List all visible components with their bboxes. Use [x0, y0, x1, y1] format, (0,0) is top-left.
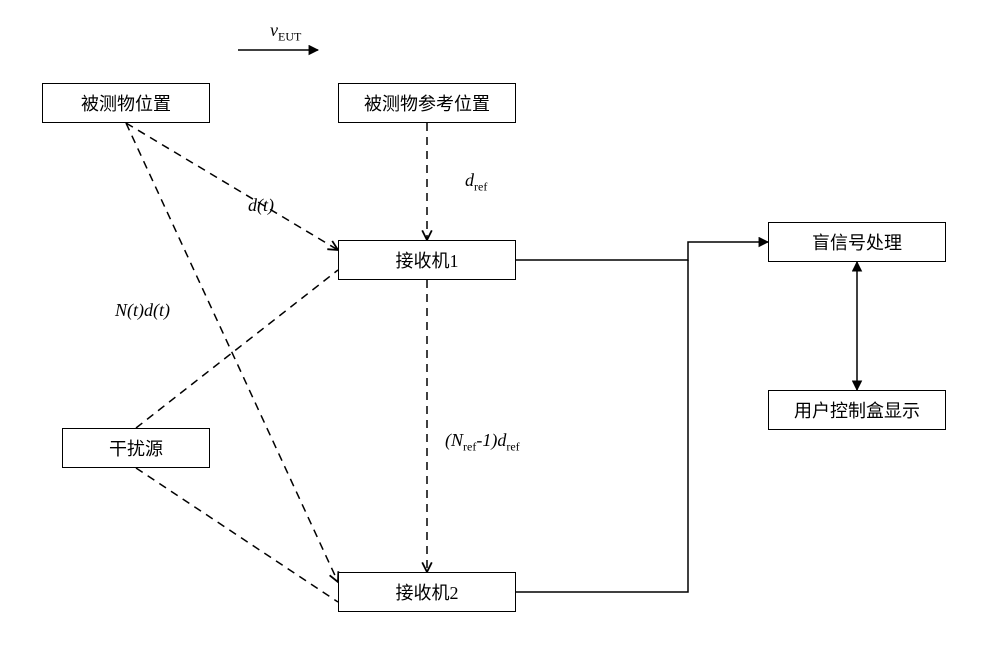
dashed-edge-4 — [136, 468, 338, 602]
node-label: 接收机2 — [396, 579, 459, 605]
edge-label-Nref_d: (Nref-1)dref — [445, 430, 520, 455]
solid-edge-0 — [516, 242, 768, 260]
node-label: 被测物位置 — [81, 90, 171, 116]
node-user_ctrl: 用户控制盒显示 — [768, 390, 946, 430]
node-label: 被测物参考位置 — [364, 90, 490, 116]
node-blind: 盲信号处理 — [768, 222, 946, 262]
edge-label-Nt_dt: N(t)d(t) — [115, 300, 170, 321]
node-eut_pos: 被测物位置 — [42, 83, 210, 123]
node-label: 干扰源 — [109, 435, 163, 461]
node-label: 盲信号处理 — [812, 229, 902, 255]
node-interference: 干扰源 — [62, 428, 210, 468]
dashed-edge-1 — [126, 123, 338, 582]
solid-edge-1 — [516, 260, 688, 592]
edge-label-d_ref: dref — [465, 170, 487, 195]
node-receiver2: 接收机2 — [338, 572, 516, 612]
node-label: 接收机1 — [396, 247, 459, 273]
dashed-edge-0 — [126, 123, 338, 250]
dashed-edge-3 — [136, 270, 338, 428]
node-label: 用户控制盒显示 — [794, 397, 920, 423]
node-eut_ref: 被测物参考位置 — [338, 83, 516, 123]
node-receiver1: 接收机1 — [338, 240, 516, 280]
edge-label-v_eut: vEUT — [270, 20, 301, 45]
edge-label-d_t: d(t) — [248, 195, 274, 216]
